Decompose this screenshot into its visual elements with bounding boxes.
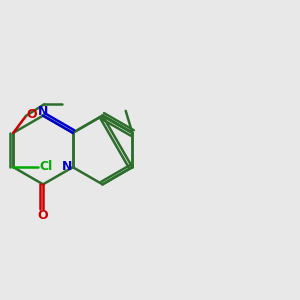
Text: O: O — [38, 209, 48, 222]
Text: N: N — [62, 160, 72, 173]
Text: O: O — [27, 108, 37, 121]
Text: Cl: Cl — [39, 160, 53, 173]
Text: N: N — [38, 105, 48, 118]
